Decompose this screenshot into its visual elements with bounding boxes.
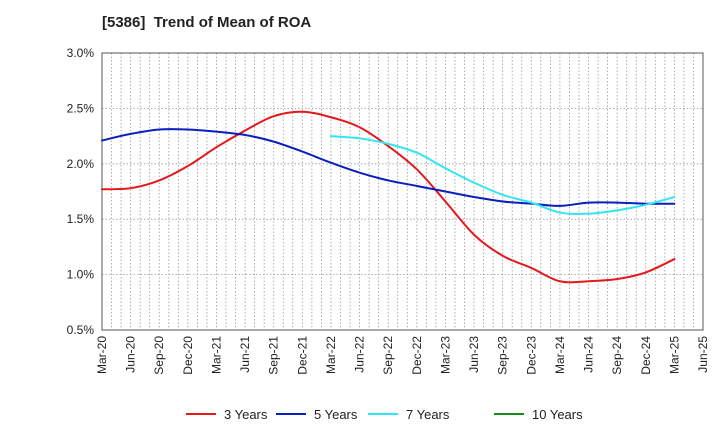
y-tick-label: 2.5% [67, 101, 95, 115]
y-tick-label: 1.0% [67, 268, 95, 282]
series-line-5-years [101, 128, 676, 207]
y-tick-label: 3.0% [67, 46, 95, 60]
x-tick-label: Dec-24 [639, 336, 653, 375]
legend-label-5-years: 5 Years [314, 407, 358, 422]
x-tick-label: Sep-20 [152, 336, 166, 375]
x-tick-label: Sep-21 [267, 336, 281, 375]
legend-label-7-years: 7 Years [406, 407, 450, 422]
grid [102, 53, 703, 330]
x-tick-label: Jun-22 [353, 336, 367, 373]
series-line-3-years [101, 110, 676, 284]
series [101, 110, 676, 284]
x-tick-label: Dec-23 [524, 336, 538, 375]
x-tick-label: Dec-21 [295, 336, 309, 375]
legend-label-3-years: 3 Years [224, 407, 268, 422]
y-axis: 0.5% 1.0% 1.5% 2.0% 2.5% 3.0% [67, 46, 95, 337]
x-tick-label: Sep-23 [496, 336, 510, 375]
x-tick-label: Jun-24 [582, 336, 596, 373]
x-tick-label: Dec-22 [410, 336, 424, 375]
x-tick-label: Sep-22 [381, 336, 395, 375]
y-tick-label: 1.5% [67, 212, 95, 226]
chart-title: [5386] Trend of Mean of ROA [102, 14, 312, 31]
x-tick-label: Mar-20 [95, 336, 109, 374]
x-tick-label: Jun-25 [696, 336, 710, 373]
series-line-7-years [329, 135, 676, 215]
x-tick-label: Mar-23 [438, 336, 452, 374]
x-tick-label: Mar-22 [324, 336, 338, 374]
y-tick-label: 2.0% [67, 157, 95, 171]
x-tick-label: Jun-21 [238, 336, 252, 373]
x-tick-label: Mar-21 [209, 336, 223, 374]
legend: 3 Years 5 Years 7 Years 10 Years [186, 407, 583, 422]
x-axis: Mar-20 Jun-20 Sep-20 Dec-20 Mar-21 Jun-21 Sep-… [95, 336, 710, 375]
x-tick-label: Mar-25 [667, 336, 681, 374]
plot-area [101, 52, 704, 331]
x-tick-label: Mar-24 [553, 336, 567, 374]
x-tick-label: Jun-23 [467, 336, 481, 373]
x-tick-label: Dec-20 [181, 336, 195, 375]
y-tick-label: 0.5% [67, 323, 95, 337]
x-tick-label: Jun-20 [124, 336, 138, 373]
x-tick-label: Sep-24 [610, 336, 624, 375]
legend-label-10-years: 10 Years [532, 407, 583, 422]
